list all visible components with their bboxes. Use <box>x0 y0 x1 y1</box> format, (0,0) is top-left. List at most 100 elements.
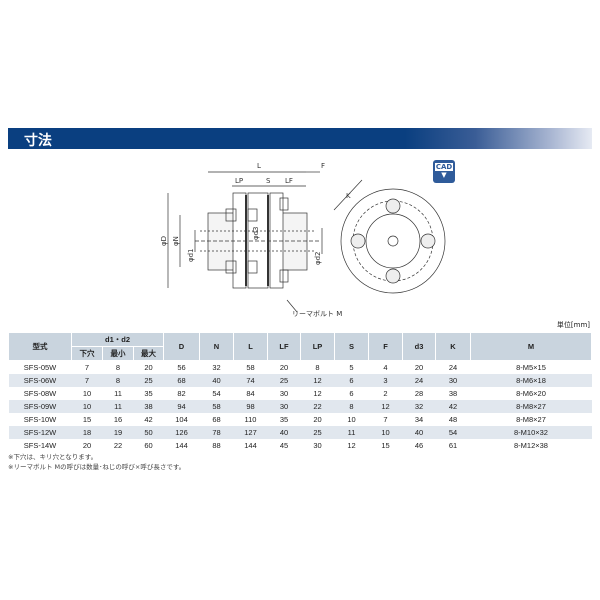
table-cell: 7 <box>84 363 90 372</box>
table-cell: 11 <box>102 400 134 413</box>
table-cell: 34 <box>414 415 424 424</box>
table-cell: 20 <box>82 441 92 450</box>
table-cell: 10 <box>347 415 356 424</box>
table-cell: 40 <box>199 374 234 387</box>
header-model: 型式 <box>8 332 72 361</box>
model-cell: SFS-08W <box>23 389 57 398</box>
table-cell: 144 <box>175 441 188 450</box>
table-cell: 46 <box>414 441 424 450</box>
table-cell: 28 <box>414 389 424 398</box>
table-cell: 24 <box>402 374 436 387</box>
table-cell: 104 <box>175 415 188 424</box>
footnote: ※下穴は、キリ穴となります。 <box>8 453 98 461</box>
table-cell: 30 <box>435 374 471 387</box>
unit-label: 単位[mm] <box>556 321 590 329</box>
table-cell: 7 <box>71 374 103 387</box>
cad-label: CAD <box>435 163 453 171</box>
label-phiD: φD <box>160 236 168 246</box>
header-min: 最小 <box>102 346 134 361</box>
table-cell: 60 <box>144 441 153 450</box>
label-phid3: φd3 <box>252 226 260 240</box>
model-cell: SFS-09W <box>8 400 72 413</box>
table-cell: 45 <box>279 441 289 450</box>
table-row: SFS-10W 15 16 42 104 68 110 35 20 10 7 34 48 8-M8×27 <box>9 413 592 426</box>
header-d3: d3 <box>402 332 436 361</box>
table-cell: 54 <box>212 389 221 398</box>
table-cell: 22 <box>113 441 123 450</box>
table-row: SFS-12W 18 19 50 126 78 127 40 25 11 10 40 54 8-M10×3… <box>8 426 592 439</box>
table-cell: 56 <box>177 363 186 372</box>
table-cell: 8-M6×18 <box>470 374 592 387</box>
table-cell: 50 <box>133 426 164 439</box>
header-LP: LP <box>300 332 335 361</box>
label-F: F <box>321 162 325 170</box>
table-cell: 8 <box>315 363 320 372</box>
table-cell: 5 <box>349 363 354 372</box>
table-cell: 8-M8×27 <box>470 400 592 413</box>
table-cell: 84 <box>246 389 255 398</box>
table-cell: 18 <box>71 426 103 439</box>
label-phid2: φd2 <box>314 251 322 265</box>
model-cell: SFS-12W <box>8 426 72 439</box>
table-cell: 82 <box>177 389 186 398</box>
table-cell: 10 <box>82 389 92 398</box>
table-cell: 38 <box>133 400 164 413</box>
table-cell: 12 <box>313 389 322 398</box>
table-cell: 10 <box>368 426 403 439</box>
table-row: SFS-08W 10 11 35 82 54 84 30 12 6 2 28 38 8-M6×20 <box>9 387 592 400</box>
header-LF: LF <box>267 332 301 361</box>
table-cell: 8 <box>102 374 134 387</box>
label-L: L <box>257 162 261 170</box>
table-cell: 4 <box>383 363 388 372</box>
table-cell: 6 <box>349 389 354 398</box>
table-cell: 30 <box>267 400 301 413</box>
label-reamer-bolt: リーマボルト M <box>292 310 342 318</box>
table-cell: 11 <box>334 426 369 439</box>
model-cell: SFS-14W <box>23 441 57 450</box>
table-cell: 30 <box>313 441 322 450</box>
table-row: SFS-05W 7 8 20 56 32 58 20 8 5 4 20 24 8-M5×15 <box>9 361 592 375</box>
table-cell: 126 <box>163 426 200 439</box>
table-cell: 7 <box>383 415 388 424</box>
table-cell: 11 <box>114 389 122 398</box>
footnotes: ※下穴は、キリ穴となります。 ※リーマボルト Mの呼びは数量･ねじの呼び×呼び長… <box>8 452 185 472</box>
table-cell: 8-M8×27 <box>516 415 546 424</box>
table-cell: 10 <box>71 400 103 413</box>
table-cell: 38 <box>448 389 458 398</box>
header-D: D <box>163 332 200 361</box>
table-cell: 20 <box>279 363 289 372</box>
table-cell: 3 <box>368 374 403 387</box>
table-cell: 8 <box>334 400 369 413</box>
table-cell: 32 <box>402 400 436 413</box>
model-cell: SFS-05W <box>23 363 57 372</box>
table-cell: 32 <box>212 363 221 372</box>
table-cell: 20 <box>414 363 424 372</box>
table-cell: 6 <box>334 374 369 387</box>
table-cell: 12 <box>368 400 403 413</box>
table-cell: 8-M6×20 <box>516 389 546 398</box>
table-cell: 54 <box>435 426 471 439</box>
table-cell: 8-M5×15 <box>516 363 546 372</box>
label-LF: LF <box>285 177 293 185</box>
footnote: ※リーマボルト Mの呼びは数量･ねじの呼び×呼び長さです。 <box>8 463 186 471</box>
header-max: 最大 <box>133 346 164 361</box>
table-cell: 12 <box>347 441 356 450</box>
table-cell: 74 <box>233 374 268 387</box>
table-row: SFS-14W 20 22 60 144 88 144 45 30 12 15 46 61 8-M12×3… <box>9 439 592 452</box>
header-K: K <box>435 332 471 361</box>
table-cell: 68 <box>212 415 221 424</box>
header-F: F <box>368 332 403 361</box>
table-cell: 94 <box>163 400 200 413</box>
table-cell: 2 <box>383 389 388 398</box>
label-phiN: φN <box>172 236 180 246</box>
table-cell: 40 <box>402 426 436 439</box>
model-cell: SFS-06W <box>8 374 72 387</box>
table-cell: 20 <box>144 363 153 372</box>
header-pilot-hole: 下穴 <box>71 346 103 361</box>
table-cell: 25 <box>267 374 301 387</box>
cad-download-button[interactable]: CAD ▼ <box>433 160 455 183</box>
table-cell: 15 <box>82 415 92 424</box>
table-cell: 88 <box>212 441 221 450</box>
header-d1d2: d1・d2 <box>71 332 164 347</box>
table-row: SFS-09W 10 11 38 94 58 98 30 22 8 12 32 42 8-M8×27 <box>8 400 592 413</box>
